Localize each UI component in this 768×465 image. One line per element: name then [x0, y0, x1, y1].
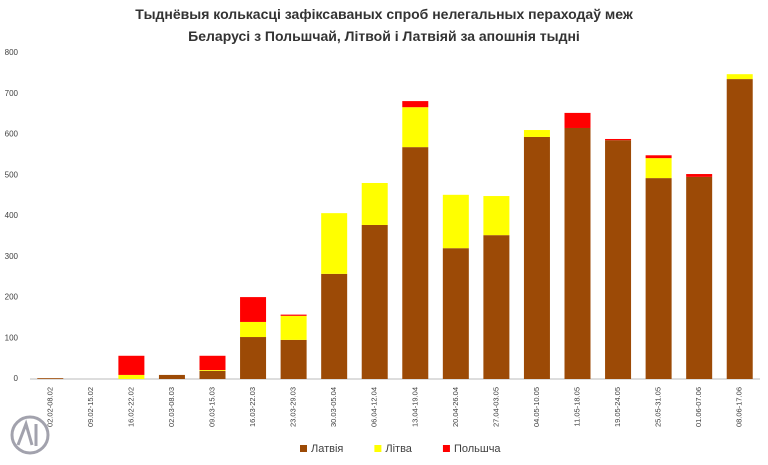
bar-segment — [37, 378, 64, 379]
x-tick-label: 09.02-15.02 — [86, 387, 95, 427]
x-tick-label: 16.03-22.03 — [248, 387, 257, 427]
legend-label: Літва — [385, 443, 412, 455]
bar-segment — [280, 339, 307, 379]
x-tick-label: 02.03-08.03 — [167, 387, 176, 427]
x-tick-label: 13.04-19.04 — [410, 387, 419, 427]
bar-segment — [564, 127, 591, 379]
bar-segment — [605, 140, 632, 379]
y-tick-label: 600 — [5, 130, 19, 139]
bar-segment — [645, 178, 672, 379]
x-tick-label: 02.02-08.02 — [45, 387, 54, 427]
x-tick-label: 01.06-07.06 — [694, 387, 703, 427]
bar-segment — [442, 194, 469, 249]
y-tick-label: 100 — [5, 333, 19, 342]
bar-segment — [645, 158, 672, 179]
y-tick-label: 400 — [5, 211, 19, 220]
legend-swatch — [300, 445, 307, 452]
bar-segment — [240, 297, 267, 322]
legend-label: Латвія — [311, 443, 343, 455]
bar-segment — [402, 101, 429, 108]
y-tick-label: 200 — [5, 293, 19, 302]
x-tick-label: 08.06-17.06 — [735, 387, 744, 427]
y-tick-label: 300 — [5, 252, 19, 261]
logo — [10, 415, 50, 455]
bar-segment — [645, 155, 672, 159]
bar-segment — [402, 107, 429, 148]
x-tick-label: 06.04-12.04 — [370, 387, 379, 427]
bar-segment — [361, 182, 388, 225]
bar-segment — [240, 337, 267, 379]
x-tick-label: 23.03-29.03 — [289, 387, 298, 427]
x-tick-label: 25.05-31.05 — [654, 387, 663, 427]
bar-segment — [483, 235, 510, 379]
chart-subtitle: Беларусі з Польшчай, Літвой і Латвіяй за… — [188, 28, 580, 44]
bar-segment — [686, 176, 713, 379]
bar-segment — [523, 130, 550, 137]
legend-swatch — [442, 445, 450, 452]
y-tick-label: 800 — [5, 48, 19, 57]
bar-segment — [402, 147, 429, 379]
x-tick-label: 20.04-26.04 — [451, 387, 460, 427]
bar-segment — [158, 374, 185, 379]
chart-title: Тыднёвыя колькасці зафіксаваных спроб не… — [135, 6, 634, 22]
bar-segment — [280, 314, 307, 316]
x-tick-label: 09.03-15.03 — [207, 387, 216, 427]
bar-segment — [523, 136, 550, 379]
bar-segment — [726, 74, 753, 80]
bar-segment — [118, 374, 145, 379]
y-tick-label: 500 — [5, 170, 19, 179]
bar-segment — [564, 112, 591, 128]
x-tick-label: 11.05-18.05 — [572, 387, 581, 426]
legend-label: Польшча — [454, 443, 501, 455]
x-tick-label: 30.03-05.04 — [329, 387, 338, 427]
x-tick-label: 04.05-10.05 — [532, 387, 541, 427]
legend-swatch — [374, 445, 382, 452]
bar-segment — [686, 174, 713, 177]
bar-segment — [199, 370, 226, 379]
bar-segment — [240, 321, 267, 338]
bar-segment — [118, 355, 145, 375]
bar-segment — [199, 370, 226, 371]
bar-segment — [605, 138, 632, 141]
y-tick-label: 700 — [5, 89, 19, 98]
bar-segment — [361, 224, 388, 379]
bar-segment — [442, 248, 469, 379]
x-tick-label: 27.04-03.05 — [491, 387, 500, 427]
bar-segment — [199, 355, 226, 371]
y-tick-label: 0 — [14, 374, 19, 383]
bar-segment — [280, 315, 307, 340]
bar-segment — [726, 79, 753, 379]
bar-segment — [321, 213, 348, 274]
x-tick-label: 19.05-24.05 — [613, 387, 622, 427]
bar-segment — [321, 273, 348, 379]
bar-segment — [483, 196, 510, 236]
x-tick-label: 16.02-22.02 — [126, 387, 135, 427]
